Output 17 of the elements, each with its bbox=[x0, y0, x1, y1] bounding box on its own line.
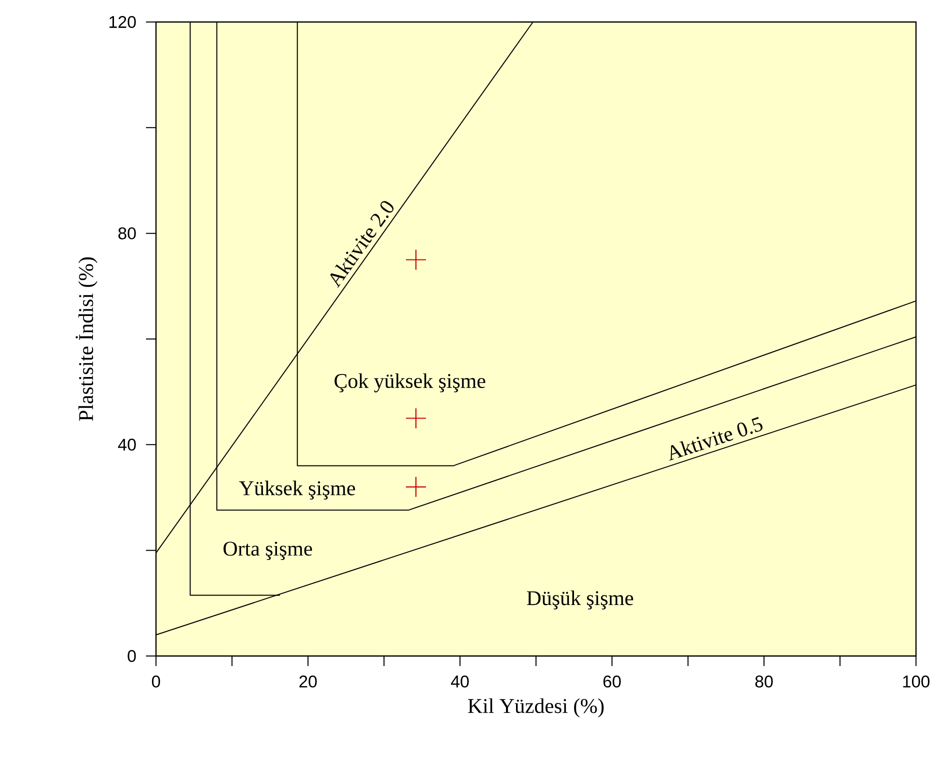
annotation: Çok yüksek şişme bbox=[334, 373, 486, 392]
x-tick-label: 20 bbox=[299, 676, 317, 688]
annotation: Yüksek şişme bbox=[239, 480, 356, 500]
y-axis-title: Plastisite İndisi (%) bbox=[76, 257, 98, 421]
y-tick-label: 0 bbox=[128, 650, 136, 662]
x-tick-label: 40 bbox=[450, 676, 469, 688]
x-tick-label: 60 bbox=[603, 676, 621, 688]
x-tick-label: 100 bbox=[903, 676, 930, 688]
text: Aktivite 0.5 bbox=[669, 417, 762, 461]
y-tick-label: 80 bbox=[118, 227, 136, 240]
y-tick-label: 40 bbox=[118, 438, 136, 451]
x-axis-title: Kil Yüzdesi (%) bbox=[468, 698, 604, 718]
annotation: Orta şişme bbox=[224, 542, 312, 560]
x-tick-label: 80 bbox=[755, 676, 773, 688]
y-tick-label: 120 bbox=[110, 16, 136, 28]
annotation: Düşük şişme bbox=[526, 590, 634, 610]
x-tick-label: 0 bbox=[152, 676, 160, 688]
